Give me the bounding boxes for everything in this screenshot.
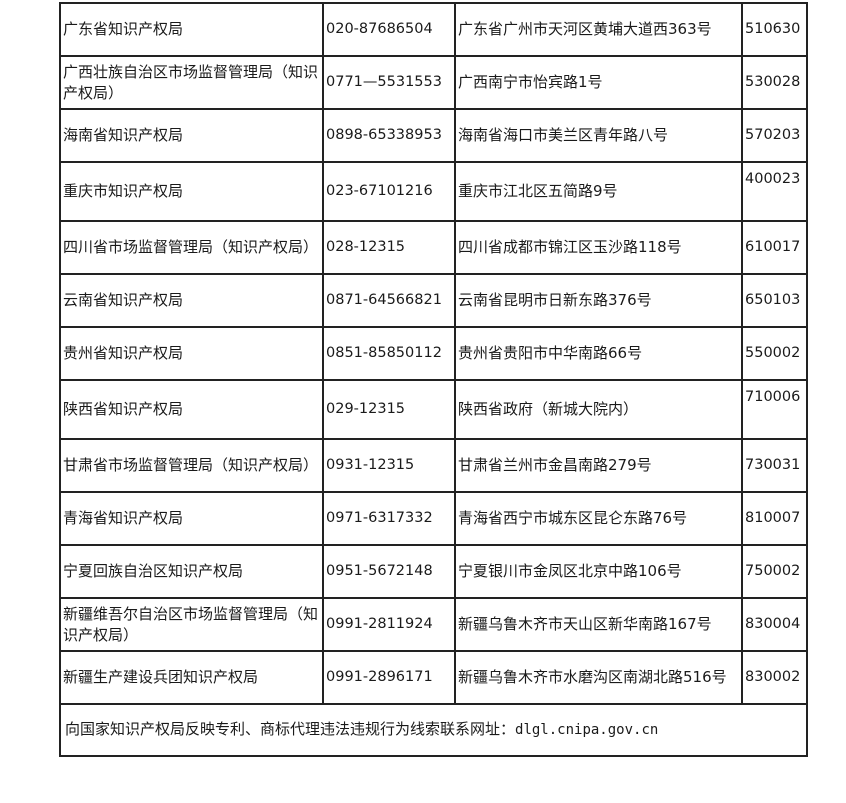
address-cell: 青海省西宁市城东区昆仑东路76号 <box>454 491 743 546</box>
postcode-cell: 550002 <box>741 326 808 381</box>
table-row: 贵州省知识产权局 0851-85850112 贵州省贵阳市中华南路66号 550002 <box>59 326 808 381</box>
address-cell: 陕西省政府（新城大院内） <box>454 379 743 440</box>
postcode-cell: 830002 <box>741 650 808 705</box>
office-name-cell: 贵州省知识产权局 <box>59 326 324 381</box>
postcode-cell: 810007 <box>741 491 808 546</box>
table-row: 新疆维吾尔自治区市场监督管理局（知识产权局） 0991-2811924 新疆乌鲁木齐… <box>59 597 808 652</box>
phone-cell: 0971-6317332 <box>322 491 456 546</box>
postcode-cell: 830004 <box>741 597 808 652</box>
phone-cell: 0991-2811924 <box>322 597 456 652</box>
ip-office-contact-table: 广东省知识产权局 020-87686504 广东省广州市天河区黄埔大道西363号 51… <box>59 2 808 757</box>
table-row: 广西壮族自治区市场监督管理局（知识产权局） 0771—5531553 广西南宁市怡宾… <box>59 55 808 110</box>
table-row: 重庆市知识产权局 023-67101216 重庆市江北区五简路9号 400023 <box>59 161 808 222</box>
postcode-cell: 610017 <box>741 220 808 275</box>
address-cell: 四川省成都市锦江区玉沙路118号 <box>454 220 743 275</box>
footer-cell: 向国家知识产权局反映专利、商标代理违法违规行为线索联系网址：dlgl.cnipa… <box>59 703 808 757</box>
postcode-cell: 570203 <box>741 108 808 163</box>
postcode-cell: 400023 <box>741 161 808 222</box>
table-row: 四川省市场监督管理局（知识产权局） 028-12315 四川省成都市锦江区玉沙路11… <box>59 220 808 275</box>
phone-cell: 0851-85850112 <box>322 326 456 381</box>
postcode-cell: 750002 <box>741 544 808 599</box>
office-name-cell: 海南省知识产权局 <box>59 108 324 163</box>
phone-cell: 029-12315 <box>322 379 456 440</box>
office-name-cell: 青海省知识产权局 <box>59 491 324 546</box>
footer-url-link[interactable]: dlgl.cnipa.gov.cn <box>515 722 659 738</box>
postcode-cell: 730031 <box>741 438 808 493</box>
phone-cell: 0771—5531553 <box>322 55 456 110</box>
office-name-cell: 宁夏回族自治区知识产权局 <box>59 544 324 599</box>
phone-cell: 0931-12315 <box>322 438 456 493</box>
address-cell: 重庆市江北区五简路9号 <box>454 161 743 222</box>
address-cell: 甘肃省兰州市金昌南路279号 <box>454 438 743 493</box>
table-row: 甘肃省市场监督管理局（知识产权局） 0931-12315 甘肃省兰州市金昌南路279… <box>59 438 808 493</box>
table-row: 青海省知识产权局 0971-6317332 青海省西宁市城东区昆仑东路76号 8100… <box>59 491 808 546</box>
office-name-cell: 陕西省知识产权局 <box>59 379 324 440</box>
address-cell: 新疆乌鲁木齐市天山区新华南路167号 <box>454 597 743 652</box>
phone-cell: 020-87686504 <box>322 2 456 57</box>
postcode-cell: 510630 <box>741 2 808 57</box>
office-name-cell: 广东省知识产权局 <box>59 2 324 57</box>
table-row: 新疆生产建设兵团知识产权局 0991-2896171 新疆乌鲁木齐市水磨沟区南湖北路… <box>59 650 808 705</box>
office-name-cell: 云南省知识产权局 <box>59 273 324 328</box>
footer-text: 向国家知识产权局反映专利、商标代理违法违规行为线索联系网址： <box>65 720 516 738</box>
address-cell: 云南省昆明市日新东路376号 <box>454 273 743 328</box>
table-row: 海南省知识产权局 0898-65338953 海南省海口市美兰区青年路八号 57020… <box>59 108 808 163</box>
postcode-cell: 710006 <box>741 379 808 440</box>
phone-cell: 028-12315 <box>322 220 456 275</box>
table-row: 陕西省知识产权局 029-12315 陕西省政府（新城大院内） 710006 <box>59 379 808 440</box>
address-cell: 宁夏银川市金凤区北京中路106号 <box>454 544 743 599</box>
office-name-cell: 新疆生产建设兵团知识产权局 <box>59 650 324 705</box>
office-name-cell: 新疆维吾尔自治区市场监督管理局（知识产权局） <box>59 597 324 652</box>
phone-cell: 0898-65338953 <box>322 108 456 163</box>
address-cell: 新疆乌鲁木齐市水磨沟区南湖北路516号 <box>454 650 743 705</box>
address-cell: 贵州省贵阳市中华南路66号 <box>454 326 743 381</box>
postcode-cell: 650103 <box>741 273 808 328</box>
address-cell: 广西南宁市怡宾路1号 <box>454 55 743 110</box>
phone-cell: 0871-64566821 <box>322 273 456 328</box>
table-row: 云南省知识产权局 0871-64566821 云南省昆明市日新东路376号 65010… <box>59 273 808 328</box>
table-row: 广东省知识产权局 020-87686504 广东省广州市天河区黄埔大道西363号 51… <box>59 2 808 57</box>
address-cell: 海南省海口市美兰区青年路八号 <box>454 108 743 163</box>
office-name-cell: 广西壮族自治区市场监督管理局（知识产权局） <box>59 55 324 110</box>
address-cell: 广东省广州市天河区黄埔大道西363号 <box>454 2 743 57</box>
postcode-cell: 530028 <box>741 55 808 110</box>
office-name-cell: 四川省市场监督管理局（知识产权局） <box>59 220 324 275</box>
phone-cell: 0991-2896171 <box>322 650 456 705</box>
phone-cell: 0951-5672148 <box>322 544 456 599</box>
office-name-cell: 重庆市知识产权局 <box>59 161 324 222</box>
table-body: 广东省知识产权局 020-87686504 广东省广州市天河区黄埔大道西363号 51… <box>59 2 808 705</box>
table-row: 宁夏回族自治区知识产权局 0951-5672148 宁夏银川市金凤区北京中路106号… <box>59 544 808 599</box>
footer-row: 向国家知识产权局反映专利、商标代理违法违规行为线索联系网址：dlgl.cnipa… <box>59 703 808 757</box>
office-name-cell: 甘肃省市场监督管理局（知识产权局） <box>59 438 324 493</box>
phone-cell: 023-67101216 <box>322 161 456 222</box>
